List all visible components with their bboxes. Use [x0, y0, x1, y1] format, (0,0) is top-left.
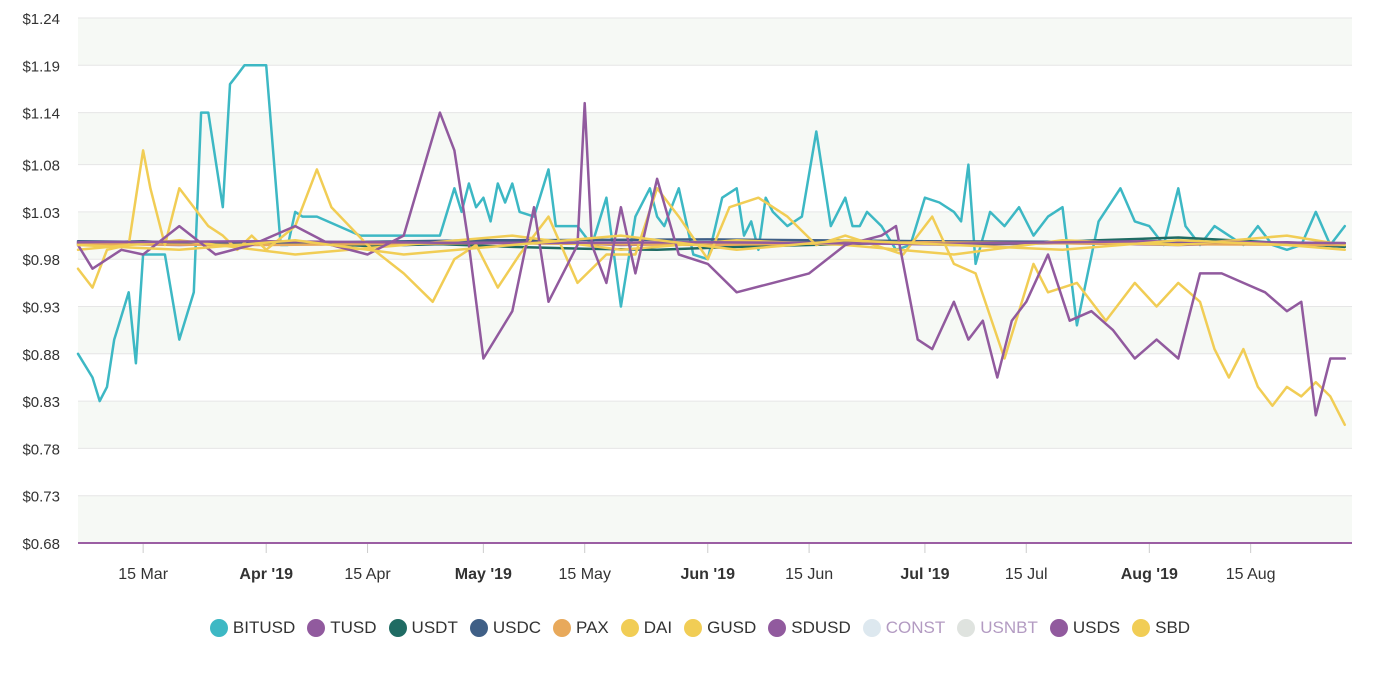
legend-item-const[interactable]: CONST — [862, 618, 946, 638]
series-line-sdusd — [76, 101, 1347, 417]
legend-label: PAX — [576, 618, 609, 637]
legend-dot-icon — [957, 619, 976, 637]
x-tick-label: Apr '19 — [239, 566, 293, 583]
y-tick-label: $1.08 — [22, 158, 60, 175]
x-tick-label: May '19 — [455, 566, 512, 583]
legend-item-usdc[interactable]: USDC — [469, 618, 541, 638]
y-tick-label: $0.93 — [22, 300, 60, 317]
y-tick-label: $1.14 — [22, 106, 60, 123]
y-tick-label: $0.78 — [22, 441, 60, 458]
legend-dot-icon — [209, 619, 228, 637]
legend-item-usdt[interactable]: USDT — [388, 618, 458, 638]
legend-label: GUSD — [707, 618, 757, 637]
y-tick-label: $0.88 — [22, 347, 60, 364]
y-tick-label: $1.03 — [22, 205, 60, 222]
series-line-dai — [76, 149, 1347, 427]
legend-item-usnbt[interactable]: USNBT — [957, 618, 1038, 638]
legend-label: CONST — [885, 618, 946, 637]
legend-label: BITUSD — [232, 618, 296, 637]
legend-item-dai[interactable]: DAI — [620, 618, 673, 638]
x-tick-label: 15 Aug — [1226, 566, 1276, 583]
x-tick-label: 15 Apr — [344, 566, 391, 583]
plot-band — [78, 401, 1352, 449]
legend-dot-icon — [1132, 619, 1151, 637]
series-lines — [76, 64, 1347, 427]
legend-label: SBD — [1155, 618, 1191, 637]
x-tick-label: 15 Jul — [1005, 566, 1048, 583]
plot-band — [78, 18, 1352, 66]
plot-band — [78, 259, 1352, 307]
legend-label: USDC — [492, 618, 541, 637]
x-tick-label: 15 Jun — [785, 566, 833, 583]
x-axis-tick-labels: 15 Mar Apr '19 15 Apr May '19 15 May Jun '19 1… — [118, 543, 1276, 583]
y-axis-tick-labels: $1.24 $1.19 $1.14 $1.08 $1.03 $0.98 $0.93 $0.88… — [22, 11, 60, 553]
legend-item-usds[interactable]: USDS — [1049, 618, 1121, 638]
legend-dot-icon — [684, 619, 703, 637]
x-tick-label: Aug '19 — [1121, 566, 1178, 583]
legend-label: USDT — [411, 618, 458, 637]
legend-item-gusd[interactable]: GUSD — [684, 618, 756, 638]
plot-band — [78, 65, 1352, 113]
plot-band — [78, 112, 1352, 165]
legend-label: DAI — [643, 618, 673, 637]
legend-dot-icon — [469, 619, 488, 637]
x-tick-label: Jul '19 — [900, 566, 949, 583]
x-tick-label: 15 Mar — [118, 566, 168, 583]
legend-dot-icon — [307, 619, 326, 637]
y-tick-label: $0.98 — [22, 252, 60, 269]
plot-band — [78, 448, 1352, 496]
y-tick-label: $1.24 — [22, 11, 60, 28]
legend: BITUSD TUSD USDT USDC PAX DAI GUSD SDUSD CONST US… — [0, 612, 1400, 644]
y-tick-label: $0.68 — [22, 536, 60, 553]
legend-item-sbd[interactable]: SBD — [1132, 618, 1190, 638]
series-line-gusd — [76, 234, 1347, 256]
y-tick-label: $0.83 — [22, 394, 60, 411]
series-line-bitusd — [76, 64, 1347, 403]
x-tick-label: Jun '19 — [681, 566, 736, 583]
legend-dot-icon — [620, 619, 639, 637]
legend-label: TUSD — [330, 618, 377, 637]
plot-band — [78, 306, 1352, 354]
legend-item-bitusd[interactable]: BITUSD — [209, 618, 296, 638]
legend-dot-icon — [768, 619, 787, 637]
plot-band — [78, 353, 1352, 402]
plot-band — [78, 495, 1352, 543]
legend-dot-icon — [553, 619, 571, 637]
y-tick-label: $1.19 — [22, 58, 60, 75]
y-tick-label: $0.73 — [22, 489, 60, 506]
legend-dot-icon — [862, 619, 881, 637]
legend-dot-icon — [1049, 619, 1068, 637]
x-tick-label: 15 May — [558, 566, 610, 583]
series-line-usds — [76, 239, 1347, 246]
legend-label: SDUSD — [791, 618, 851, 637]
legend-label: USNBT — [980, 618, 1038, 637]
legend-item-sdusd[interactable]: SDUSD — [768, 618, 851, 638]
legend-label: USDS — [1072, 618, 1121, 637]
legend-dot-icon — [388, 619, 407, 637]
legend-item-pax[interactable]: PAX — [553, 618, 609, 638]
plot-band — [78, 164, 1352, 212]
series-line-sbd — [76, 234, 1347, 256]
legend-item-tusd[interactable]: TUSD — [307, 618, 377, 638]
